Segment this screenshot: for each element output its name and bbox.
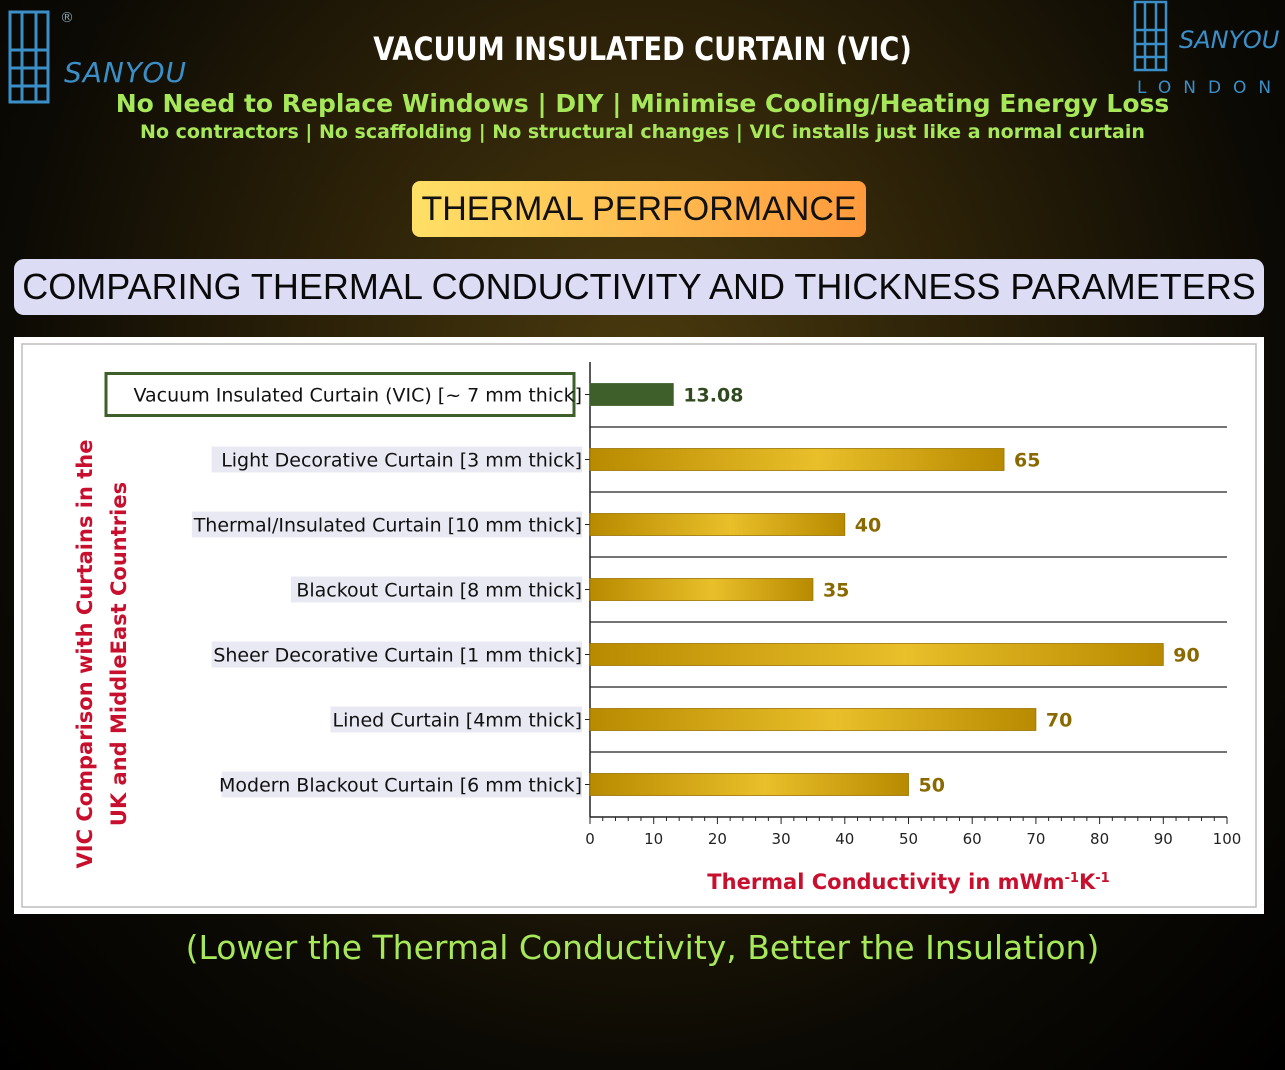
category-label: Blackout Curtain [8 mm thick] bbox=[296, 580, 582, 602]
chart-container: 0 10 20 30 40 50 60 70 80 90 100 Vacuum Insulated C… bbox=[14, 337, 1264, 914]
x-tick-label: 90 bbox=[1154, 830, 1173, 848]
bar bbox=[589, 773, 909, 796]
sanyou-logo-mark-icon bbox=[8, 10, 50, 104]
bar bbox=[589, 383, 674, 406]
category-label: Thermal/Insulated Curtain [10 mm thick] bbox=[193, 515, 582, 537]
brand-name-right: SANYOU bbox=[1179, 26, 1280, 54]
data-label: 90 bbox=[1173, 645, 1199, 667]
subtitle-main: No Need to Replace Windows | DIY | Minim… bbox=[115, 89, 1170, 118]
bar bbox=[589, 708, 1037, 731]
bar bbox=[589, 448, 1005, 471]
y-axis-title-line2: UK and MiddleEast Countries bbox=[107, 482, 131, 826]
category-label-bg bbox=[330, 706, 582, 733]
bar-chart: 0 10 20 30 40 50 60 70 80 90 100 Vacuum Insulated C… bbox=[21, 343, 1257, 908]
y-axis-title-line1: VIC Comparison with Curtains in the bbox=[73, 440, 97, 869]
x-tick-label: 100 bbox=[1213, 830, 1242, 848]
brand-name-left: SANYOU bbox=[64, 56, 188, 89]
category-label-bg bbox=[211, 446, 582, 473]
category-label: Modern Blackout Curtain [6 mm thick] bbox=[219, 775, 582, 797]
data-label: 70 bbox=[1046, 710, 1072, 732]
category-label-bg bbox=[290, 576, 582, 603]
section-pill: THERMAL PERFORMANCE bbox=[412, 181, 866, 237]
x-tick-label: 60 bbox=[963, 830, 982, 848]
category-label: Vacuum Insulated Curtain (VIC) [~ 7 mm t… bbox=[134, 385, 583, 407]
bar bbox=[589, 513, 846, 536]
x-tick-label: 20 bbox=[708, 830, 727, 848]
highlight-box bbox=[104, 372, 576, 417]
comparison-banner: COMPARING THERMAL CONDUCTIVITY AND THICK… bbox=[14, 259, 1264, 315]
x-axis-title: Thermal Conductivity in mWm-1K-1 bbox=[707, 870, 1109, 894]
data-label: 50 bbox=[919, 775, 945, 797]
data-label: 65 bbox=[1014, 450, 1040, 472]
page-title: VACUUM INSULATED CURTAIN (VIC) bbox=[373, 30, 912, 68]
category-label: Sheer Decorative Curtain [1 mm thick] bbox=[213, 645, 582, 667]
x-tick-label: 0 bbox=[585, 830, 595, 848]
data-label: 13.08 bbox=[683, 385, 743, 407]
brand-city: LONDON bbox=[1137, 78, 1284, 98]
x-tick-label: 30 bbox=[772, 830, 791, 848]
sanyou-logo-right: SANYOU LONDON bbox=[1133, 0, 1285, 100]
x-tick-label: 10 bbox=[644, 830, 663, 848]
x-tick-label: 70 bbox=[1026, 830, 1045, 848]
bar bbox=[589, 578, 814, 601]
subtitle-detail: No contractors | No scaffolding | No str… bbox=[140, 121, 1145, 143]
sanyou-logo-left: ® SANYOU bbox=[8, 10, 208, 110]
sanyou-logo-mark-icon bbox=[1133, 0, 1168, 72]
category-label: Lined Curtain [4mm thick] bbox=[333, 710, 582, 732]
x-tick-label: 80 bbox=[1090, 830, 1109, 848]
footer-note: (Lower the Thermal Conductivity, Better … bbox=[185, 928, 1100, 967]
category-label: Light Decorative Curtain [3 mm thick] bbox=[221, 450, 582, 472]
category-label-bg bbox=[191, 511, 582, 538]
x-tick-label: 50 bbox=[899, 830, 918, 848]
chart-frame bbox=[21, 343, 1257, 908]
bar bbox=[589, 643, 1164, 666]
category-label-bg bbox=[221, 771, 582, 798]
registered-mark: ® bbox=[60, 10, 74, 26]
data-label: 40 bbox=[855, 515, 881, 537]
x-tick-label: 40 bbox=[835, 830, 854, 848]
category-label-bg bbox=[211, 641, 582, 668]
data-label: 35 bbox=[823, 580, 849, 602]
